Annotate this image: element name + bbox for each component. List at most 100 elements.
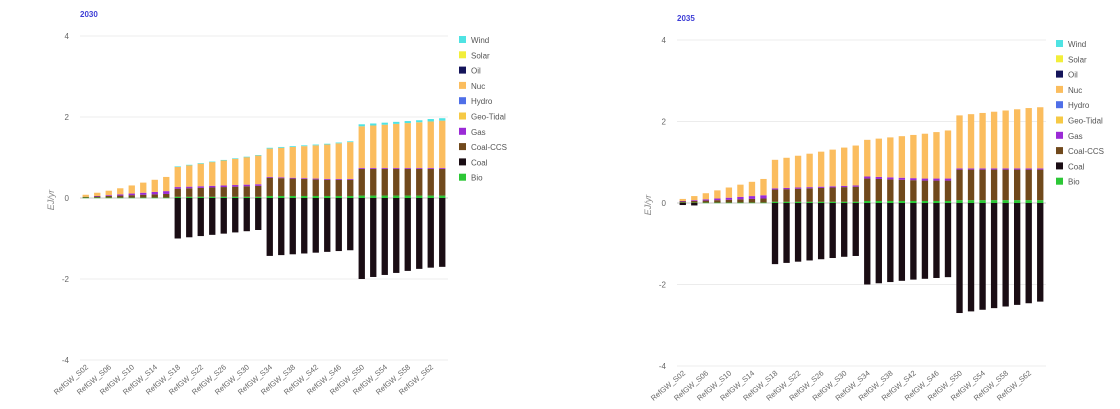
bar-wind-30	[427, 119, 434, 122]
bar-nuc-15	[255, 155, 262, 185]
bar-nuc-26	[979, 112, 986, 169]
bar-coal-28	[1002, 203, 1009, 307]
bar-gas-24	[358, 168, 365, 169]
bar-gas-0	[679, 200, 686, 202]
bar-nuc-7	[760, 178, 767, 196]
bar-bio-26	[979, 200, 986, 203]
bar-bio-13	[232, 196, 239, 198]
bar-bio-3	[714, 202, 721, 204]
bar-coal-ccs-29	[416, 168, 423, 196]
bar-coal-ccs-22	[933, 180, 940, 201]
bar-coal-10	[794, 203, 802, 262]
bar-bio-15	[852, 201, 859, 203]
bar-nuc-22	[335, 143, 342, 179]
chart-title: 2030	[80, 10, 98, 19]
legend-label: Hydro	[1068, 101, 1090, 110]
bar-coal-ccs-29	[1014, 169, 1021, 201]
y-tick-label: 0	[65, 194, 70, 203]
bar-wind-11	[209, 161, 216, 163]
bar-gas-19	[898, 177, 906, 180]
bar-bio-6	[151, 197, 158, 199]
y-axis-label: EJ/yr	[643, 194, 653, 216]
bar-bio-29	[416, 195, 423, 198]
bar-coal-30	[1025, 203, 1032, 304]
bar-gas-31	[1037, 168, 1044, 170]
bar-bio-26	[381, 195, 388, 198]
bar-nuc-23	[944, 130, 952, 179]
bar-bio-27	[990, 200, 998, 203]
bar-bio-22	[933, 200, 940, 203]
bar-coal-18	[289, 198, 296, 255]
bar-coal-ccs-9	[186, 188, 193, 197]
bar-gas-18	[887, 177, 894, 180]
legend-label: Coal	[471, 158, 488, 167]
bar-nuc-15	[852, 145, 859, 186]
bar-nuc-13	[829, 149, 836, 187]
legend-label: Hydro	[471, 97, 493, 106]
legend-swatch-bio	[1056, 177, 1063, 185]
bar-coal-31	[1037, 203, 1044, 302]
bar-bio-30	[1025, 200, 1032, 203]
bar-gas-5	[737, 196, 744, 200]
legend-label: Gas	[471, 128, 486, 137]
bar-coal-27	[990, 203, 998, 309]
bar-coal-31	[439, 198, 446, 267]
bar-coal-19	[898, 203, 906, 281]
legend-label: Geo-Tidal	[1068, 117, 1103, 126]
legend-label: Geo-Tidal	[471, 113, 506, 122]
bar-nuc-20	[312, 145, 319, 179]
bar-wind-12	[220, 159, 227, 161]
legend-label: Coal	[1068, 162, 1085, 171]
legend-label: Wind	[471, 36, 489, 45]
bar-nuc-9	[783, 157, 790, 188]
bar-bio-2	[105, 197, 112, 199]
bar-coal-ccs-26	[381, 168, 388, 196]
bar-nuc-21	[921, 133, 929, 179]
bar-nuc-12	[220, 160, 227, 186]
bar-coal-ccs-11	[806, 188, 813, 202]
bar-bio-0	[679, 202, 686, 204]
bar-bio-25	[967, 200, 975, 203]
bar-coal-ccs-13	[829, 187, 836, 202]
bar-bio-16	[864, 200, 871, 203]
legend-swatch-coal	[459, 158, 466, 166]
bar-wind-28	[404, 121, 411, 124]
legend-swatch-geo-tidal	[459, 112, 466, 120]
bar-coal-ccs-28	[1002, 169, 1009, 201]
bar-nuc-25	[967, 114, 975, 169]
bar-gas-14	[243, 184, 250, 187]
bar-wind-31	[439, 118, 446, 121]
bar-coal-19	[301, 198, 308, 254]
legend-swatch-wind	[1056, 40, 1063, 47]
bar-gas-15	[852, 185, 859, 187]
bar-gas-29	[416, 168, 423, 169]
bar-coal-ccs-0	[82, 196, 89, 198]
bar-bio-24	[956, 200, 963, 203]
bar-coal-ccs-19	[898, 179, 906, 201]
bar-bio-24	[358, 195, 365, 198]
bar-nuc-21	[324, 144, 331, 179]
bar-coal-ccs-24	[358, 168, 365, 196]
bar-bio-14	[841, 201, 848, 203]
bar-bio-6	[748, 202, 756, 204]
bar-coal-23	[944, 203, 952, 278]
bar-bio-10	[197, 196, 204, 198]
bar-bio-7	[760, 202, 767, 204]
bar-nuc-16	[266, 148, 273, 177]
y-tick-label: 4	[662, 36, 667, 45]
bar-bio-21	[921, 200, 929, 203]
bar-bio-30	[427, 195, 434, 198]
bar-coal-ccs-9	[783, 189, 790, 202]
bar-gas-28	[404, 168, 411, 169]
bar-nuc-28	[1002, 110, 1009, 169]
bar-wind-27	[393, 121, 400, 124]
bar-gas-19	[301, 178, 308, 179]
bar-gas-16	[864, 176, 871, 179]
bar-gas-17	[278, 177, 285, 179]
bar-gas-27	[990, 168, 998, 170]
bar-coal-13	[232, 198, 239, 233]
bar-coal-16	[864, 203, 871, 285]
bar-gas-1	[691, 200, 698, 201]
bar-coal-14	[243, 198, 250, 232]
bar-gas-10	[794, 187, 802, 189]
